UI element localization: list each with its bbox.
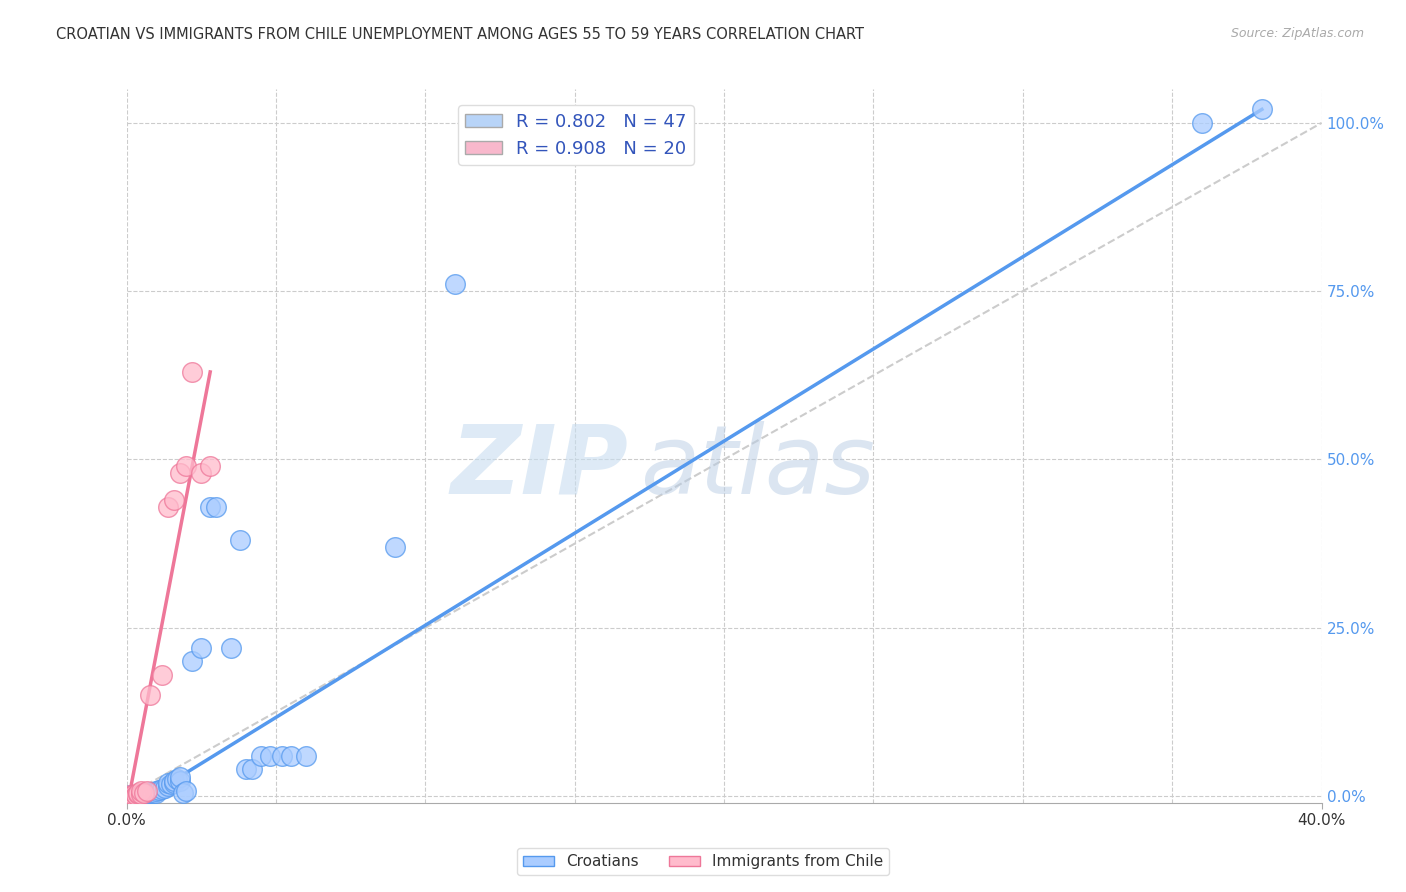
Point	[235, 762, 257, 776]
Point	[152, 782, 174, 797]
Point	[181, 365, 204, 379]
Point	[145, 783, 167, 797]
Point	[136, 783, 159, 797]
Point	[145, 786, 167, 800]
Text: ZIP: ZIP	[450, 421, 628, 514]
Point	[157, 775, 180, 789]
Point	[124, 788, 146, 802]
Point	[219, 640, 242, 655]
Point	[200, 459, 222, 474]
Point	[280, 748, 302, 763]
Point	[118, 789, 141, 803]
Point	[166, 772, 188, 787]
Point	[134, 786, 156, 800]
Point	[205, 500, 228, 514]
Point	[121, 788, 143, 802]
Point	[181, 655, 204, 669]
Point	[139, 786, 162, 800]
Point	[1251, 103, 1274, 117]
Point	[174, 459, 197, 474]
Point	[131, 787, 153, 801]
Point	[118, 789, 141, 803]
Point	[1191, 116, 1213, 130]
Point	[270, 748, 294, 763]
Point	[124, 789, 146, 803]
Point	[136, 786, 159, 800]
Point	[157, 500, 180, 514]
Point	[139, 688, 162, 702]
Point	[127, 787, 149, 801]
Point	[163, 492, 186, 507]
Point	[134, 788, 156, 802]
Point	[131, 789, 153, 803]
Point	[121, 788, 143, 802]
Point	[124, 789, 146, 803]
Point	[190, 640, 212, 655]
Point	[259, 748, 281, 763]
Point	[131, 787, 153, 801]
Point	[160, 777, 183, 791]
Point	[152, 668, 174, 682]
Legend: R = 0.802   N = 47, R = 0.908   N = 20: R = 0.802 N = 47, R = 0.908 N = 20	[458, 105, 693, 165]
Point	[127, 788, 149, 802]
Text: atlas: atlas	[640, 421, 876, 514]
Point	[169, 770, 191, 784]
Point	[131, 784, 153, 798]
Point	[240, 762, 263, 776]
Point	[157, 779, 180, 793]
Point	[127, 787, 149, 801]
Point	[121, 789, 143, 803]
Point	[250, 748, 273, 763]
Point	[142, 786, 165, 800]
Point	[172, 786, 194, 800]
Point	[169, 774, 191, 789]
Point	[148, 783, 170, 797]
Text: CROATIAN VS IMMIGRANTS FROM CHILE UNEMPLOYMENT AMONG AGES 55 TO 59 YEARS CORRELA: CROATIAN VS IMMIGRANTS FROM CHILE UNEMPL…	[56, 27, 865, 42]
Point	[174, 783, 197, 797]
Point	[190, 466, 212, 480]
Point	[163, 774, 186, 789]
Point	[139, 785, 162, 799]
Point	[169, 466, 191, 480]
Legend: Croatians, Immigrants from Chile: Croatians, Immigrants from Chile	[517, 848, 889, 875]
Point	[444, 277, 467, 292]
Point	[384, 540, 406, 554]
Point	[134, 786, 156, 800]
Point	[136, 787, 159, 801]
Point	[200, 500, 222, 514]
Point	[294, 748, 316, 763]
Point	[124, 788, 146, 802]
Point	[127, 786, 149, 800]
Text: Source: ZipAtlas.com: Source: ZipAtlas.com	[1230, 27, 1364, 40]
Point	[155, 780, 177, 795]
Point	[229, 533, 252, 548]
Point	[163, 775, 186, 789]
